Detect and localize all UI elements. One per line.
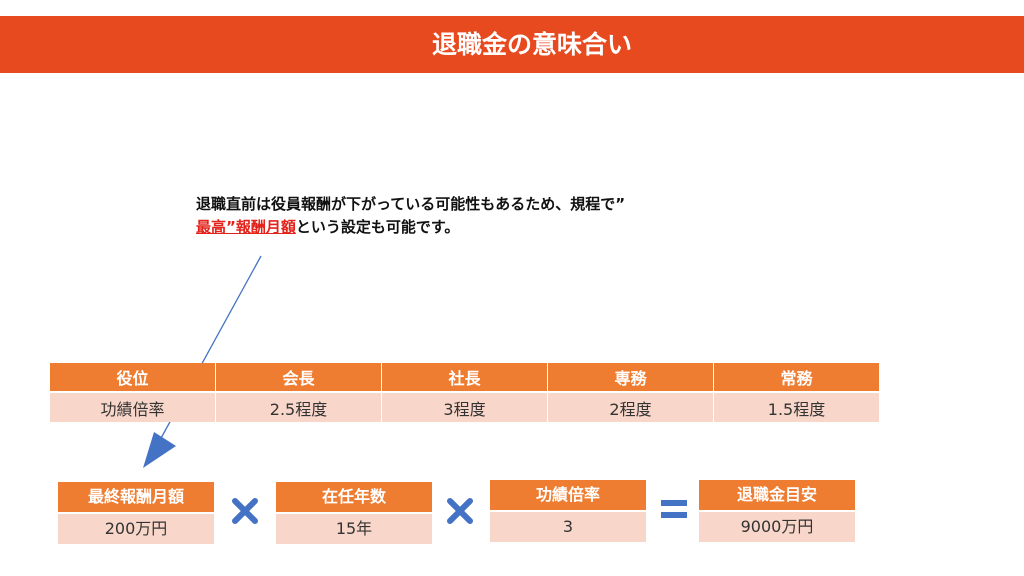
note-emphasis: 最高”報酬月額 (196, 218, 296, 236)
table-cell: 2程度 (547, 392, 714, 422)
table-cell: 3程度 (381, 392, 548, 422)
formula-box-value: 9000万円 (699, 512, 855, 542)
note-line-1: 退職直前は役員報酬が下がっている可能性もあるため、規程で” (196, 195, 626, 213)
formula-box-tenure: 在任年数 15年 (276, 482, 432, 544)
equals-icon (661, 500, 687, 518)
formula-box-label: 最終報酬月額 (58, 482, 214, 512)
table-header-cell: 社長 (381, 363, 548, 393)
formula-box-label: 退職金目安 (699, 480, 855, 510)
multiply-icon (447, 498, 473, 524)
formula-box-label: 功績倍率 (490, 480, 646, 510)
formula-box-label: 在任年数 (276, 482, 432, 512)
role-multiplier-table: 役位 会長 社長 専務 常務 功績倍率 2.5程度 3程度 2程度 1.5程度 (49, 363, 880, 422)
table-cell: 2.5程度 (215, 392, 382, 422)
table-header-cell: 会長 (215, 363, 382, 393)
formula-box-value: 200万円 (58, 514, 214, 544)
formula-box-final-salary: 最終報酬月額 200万円 (58, 482, 214, 544)
table-cell: 功績倍率 (49, 392, 216, 422)
table-header-cell: 役位 (49, 363, 216, 393)
table-cell: 1.5程度 (713, 392, 880, 422)
formula-box-value: 3 (490, 512, 646, 542)
arrow-head-icon (143, 432, 176, 468)
formula-box-merit-multiplier: 功績倍率 3 (490, 480, 646, 542)
formula-box-retirement-estimate: 退職金目安 9000万円 (699, 480, 855, 542)
multiply-icon (232, 498, 258, 524)
table-header-cell: 常務 (713, 363, 880, 393)
annotation-note: 退職直前は役員報酬が下がっている可能性もあるため、規程で” 最高”報酬月額という… (196, 193, 816, 239)
table-row: 功績倍率 2.5程度 3程度 2程度 1.5程度 (49, 392, 880, 422)
slide-title: 退職金の意味合い (431, 30, 632, 59)
table-header-cell: 専務 (547, 363, 714, 393)
table-header-row: 役位 会長 社長 専務 常務 (49, 363, 880, 393)
title-bar: 退職金の意味合い (0, 16, 1024, 73)
formula-box-value: 15年 (276, 514, 432, 544)
note-line-2: という設定も可能です。 (295, 218, 460, 236)
